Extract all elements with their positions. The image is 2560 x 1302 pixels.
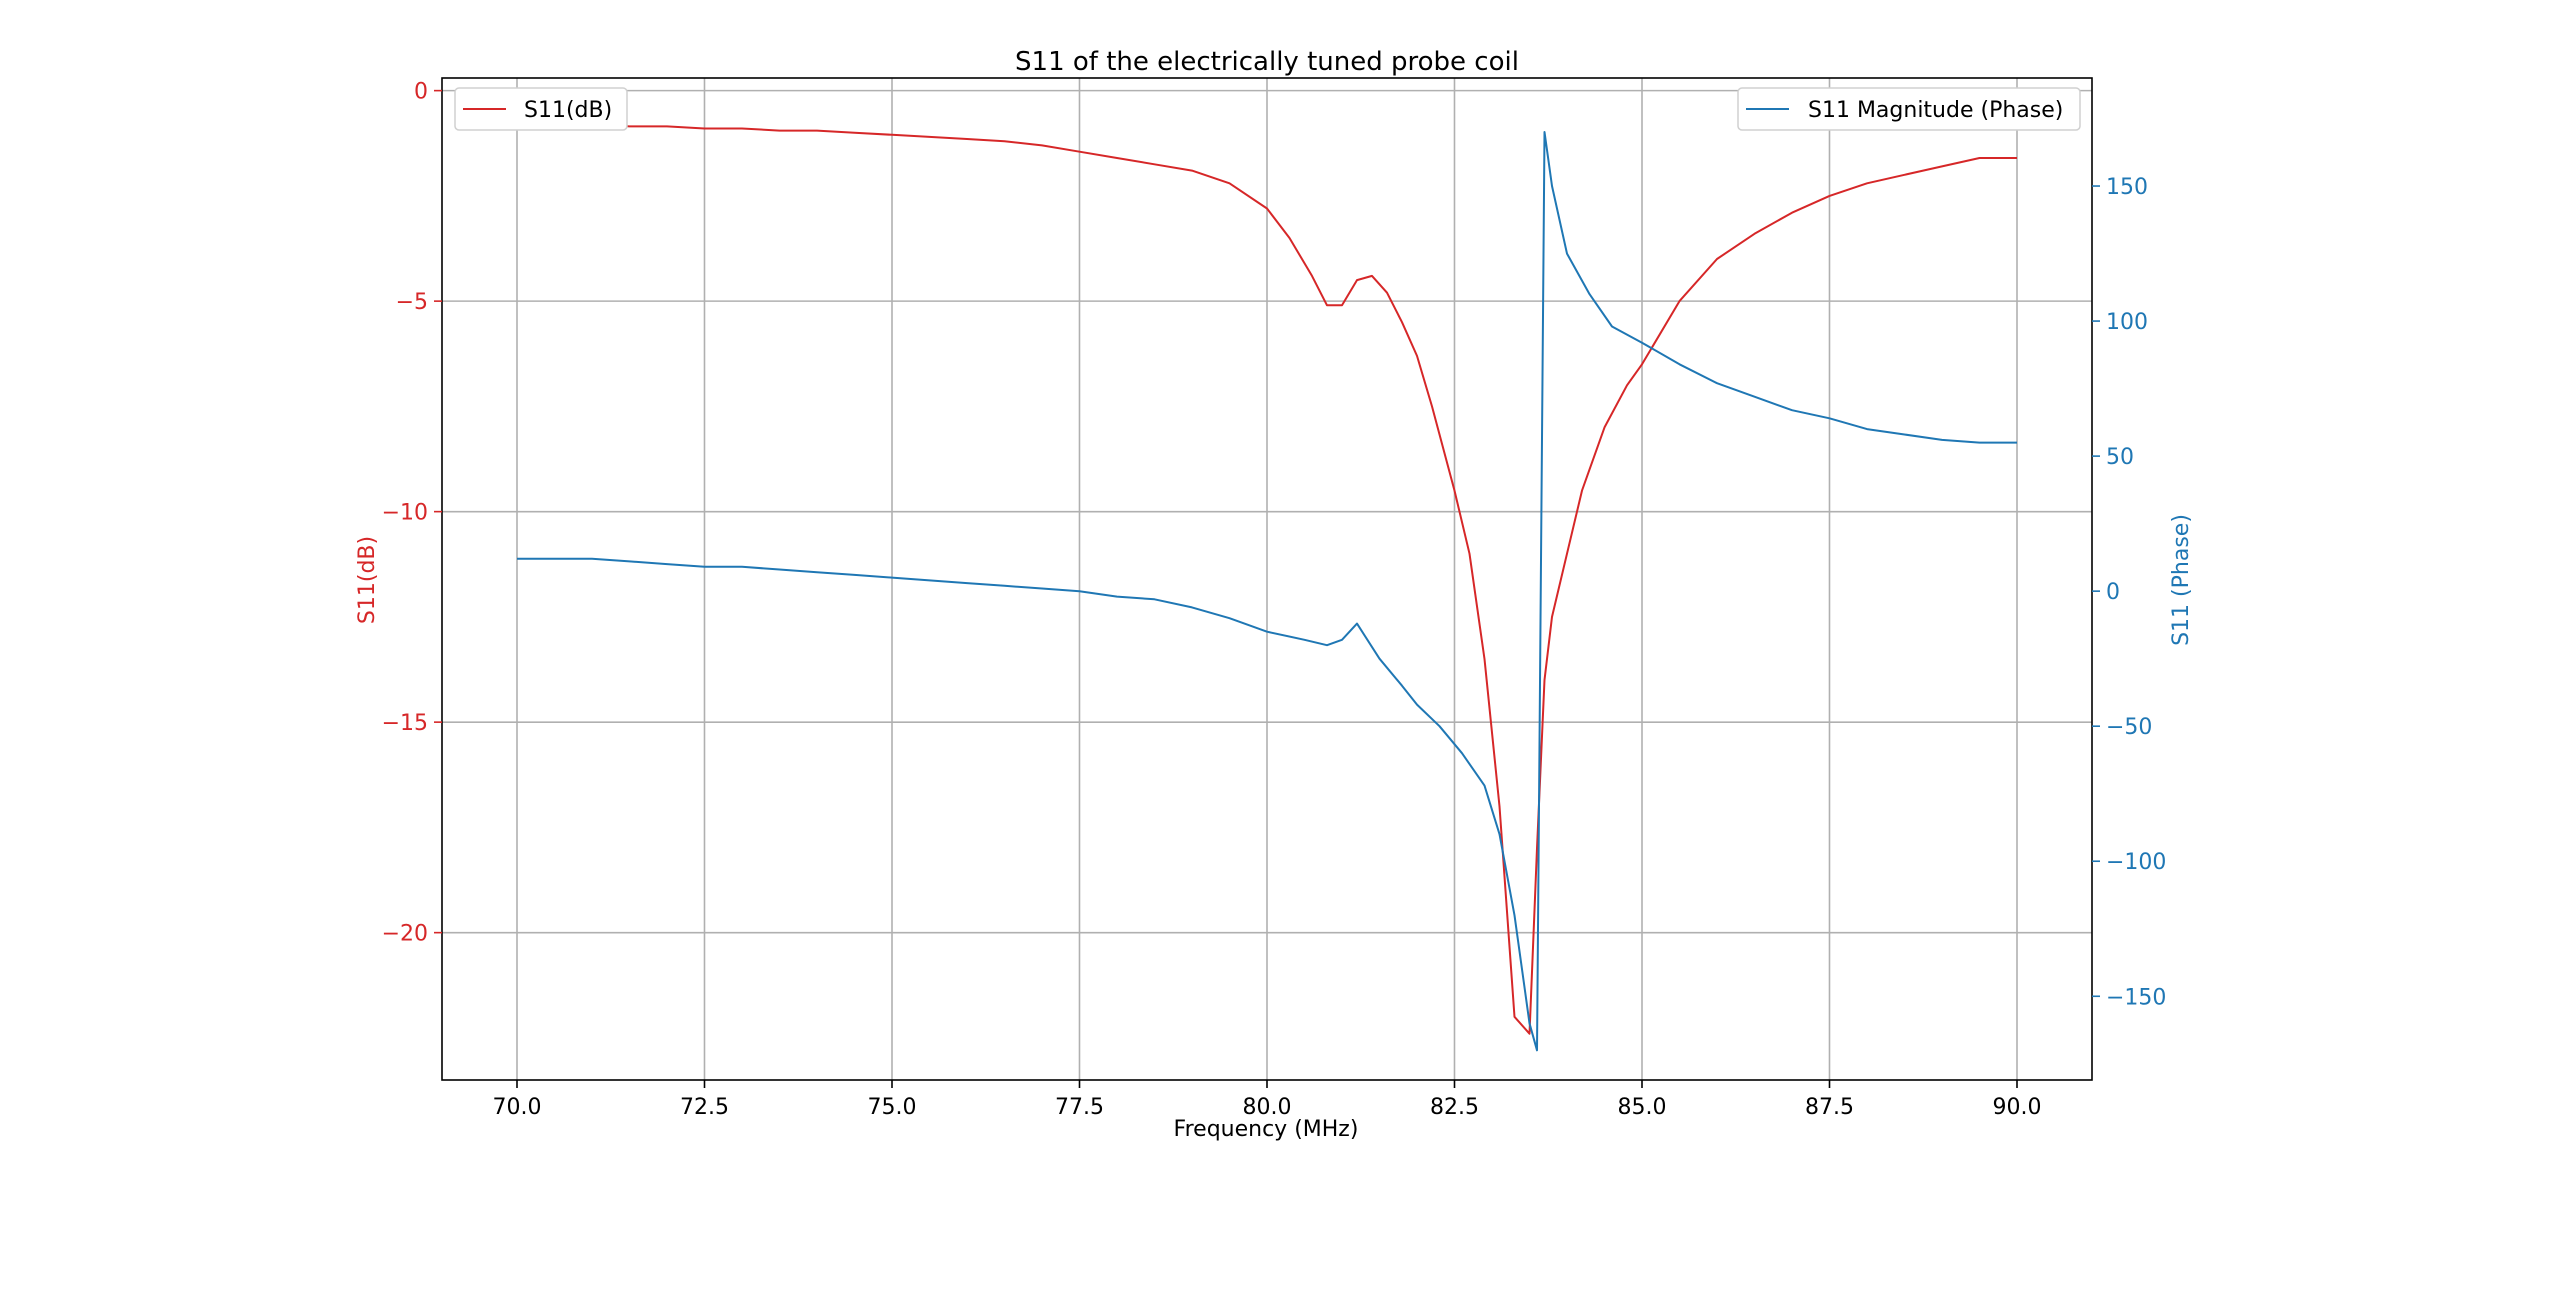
y-right-tick-label: 50	[2106, 445, 2134, 470]
x-tick-label: 75.0	[868, 1095, 917, 1120]
x-tick-label: 72.5	[680, 1095, 729, 1120]
x-tick-label: 80.0	[1243, 1095, 1292, 1120]
x-tick-label: 82.5	[1430, 1095, 1479, 1120]
legend-left-frame	[454, 87, 628, 131]
y-right-tick-label: −150	[2106, 985, 2166, 1010]
series-line-db	[517, 123, 2017, 1035]
chart-title: S11 of the electrically tuned probe coil	[1015, 47, 1519, 77]
x-tick-label: 87.5	[1805, 1095, 1854, 1120]
y-left-tick-label: −10	[382, 501, 428, 526]
y-left-tick-label: −15	[382, 711, 428, 736]
x-tick-label: 70.0	[493, 1095, 542, 1120]
series-line-phase	[517, 131, 2017, 1052]
y-right-tick-label: −50	[2106, 715, 2152, 740]
y-left-tick-label: −20	[382, 922, 428, 947]
legend-left-label: S11(dB)	[524, 98, 612, 123]
ticks: 70.0 72.5 75.0 77.5 80.0 82.5 85.0 87.5 90.0 0 −5 −…	[382, 80, 2167, 1120]
y-right-tick-label: 0	[2106, 580, 2120, 605]
y-axis-label-right: S11 (Phase)	[2169, 514, 2194, 646]
y-left-tick-label: 0	[414, 80, 428, 105]
x-tick-label: 85.0	[1618, 1095, 1667, 1120]
legend-right: S11 Magnitude (Phase)	[1737, 87, 2081, 131]
legend-right-frame	[1737, 87, 2081, 131]
y-right-tick-label: 100	[2106, 310, 2148, 335]
y-right-tick-label: 150	[2106, 175, 2148, 200]
legend-left: S11(dB)	[454, 87, 628, 131]
y-right-tick-label: −100	[2106, 850, 2166, 875]
x-tick-label: 90.0	[1993, 1095, 2042, 1120]
legend-right-label: S11 Magnitude (Phase)	[1808, 98, 2063, 123]
y-left-tick-label: −5	[396, 290, 428, 315]
x-axis-label: Frequency (MHz)	[1174, 1117, 1359, 1142]
x-tick-label: 77.5	[1055, 1095, 1104, 1120]
y-axis-label-left: S11(dB)	[355, 536, 380, 624]
grid	[442, 78, 2092, 1080]
series-layer	[517, 123, 2017, 1052]
